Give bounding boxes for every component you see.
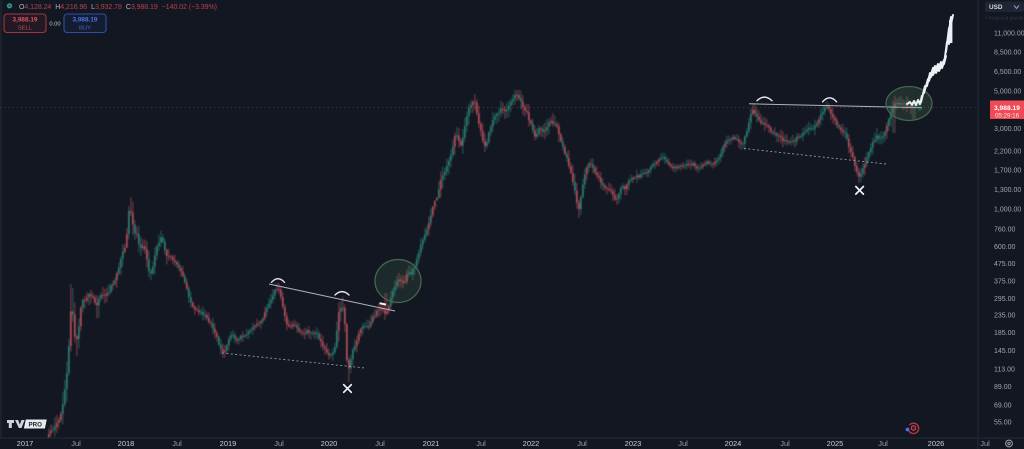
svg-text:185.00: 185.00: [994, 330, 1016, 337]
svg-text:8,500.00: 8,500.00: [994, 49, 1021, 56]
svg-text:Jul: Jul: [980, 439, 990, 448]
svg-text:6,500.00: 6,500.00: [994, 69, 1021, 76]
svg-text:1,700.00: 1,700.00: [994, 167, 1021, 174]
svg-text:600.00: 600.00: [994, 244, 1016, 251]
svg-text:2026: 2026: [928, 439, 945, 448]
svg-text:Jul: Jul: [577, 439, 587, 448]
svg-text:475.00: 475.00: [994, 261, 1016, 268]
svg-text:2025: 2025: [827, 439, 844, 448]
svg-text:Jul: Jul: [476, 439, 486, 448]
svg-text:1,300.00: 1,300.00: [994, 187, 1021, 194]
svg-text:89.00: 89.00: [994, 384, 1012, 391]
svg-text:Jul: Jul: [375, 439, 385, 448]
svg-text:Jul: Jul: [274, 439, 284, 448]
svg-text:3,988.19: 3,988.19: [73, 17, 98, 24]
svg-text:+ Projected growth trend: + Projected growth trend: [985, 16, 1024, 21]
svg-text:BUY: BUY: [79, 26, 91, 32]
svg-text:295.00: 295.00: [994, 296, 1016, 303]
svg-text:2020: 2020: [321, 439, 338, 448]
svg-text:1,000.00: 1,000.00: [994, 206, 1021, 213]
svg-text:Jul: Jul: [878, 439, 888, 448]
svg-text:Jul: Jul: [172, 439, 182, 448]
svg-text:375.00: 375.00: [994, 278, 1016, 285]
svg-text:2023: 2023: [625, 439, 642, 448]
svg-text:69.00: 69.00: [994, 403, 1012, 410]
svg-text:05:29:16: 05:29:16: [995, 112, 1020, 119]
svg-text:2024: 2024: [725, 439, 742, 448]
svg-text:11,000.00: 11,000.00: [994, 30, 1024, 37]
svg-text:3,988.19: 3,988.19: [13, 17, 38, 24]
svg-text:2021: 2021: [423, 439, 440, 448]
svg-text:2017: 2017: [17, 439, 34, 448]
svg-text:3,000.00: 3,000.00: [994, 126, 1021, 133]
svg-text:PRO: PRO: [28, 422, 42, 429]
svg-text:3,988.19: 3,988.19: [994, 105, 1020, 112]
svg-text:Jul: Jul: [71, 439, 81, 448]
svg-text:0.00: 0.00: [49, 22, 60, 28]
svg-text:SELL: SELL: [18, 26, 33, 32]
svg-text:2018: 2018: [118, 439, 135, 448]
svg-text:145.00: 145.00: [994, 348, 1016, 355]
svg-text:2,200.00: 2,200.00: [994, 149, 1021, 156]
svg-text:235.00: 235.00: [994, 313, 1016, 320]
svg-text:Jul: Jul: [678, 439, 688, 448]
svg-text:2019: 2019: [220, 439, 237, 448]
svg-text:USD: USD: [989, 4, 1003, 11]
svg-text:2022: 2022: [523, 439, 540, 448]
svg-text:Jul: Jul: [780, 439, 790, 448]
svg-text:55.00: 55.00: [994, 419, 1012, 426]
svg-text:113.00: 113.00: [994, 366, 1015, 373]
svg-text:5,000.00: 5,000.00: [994, 88, 1021, 95]
svg-text:760.00: 760.00: [994, 227, 1016, 234]
